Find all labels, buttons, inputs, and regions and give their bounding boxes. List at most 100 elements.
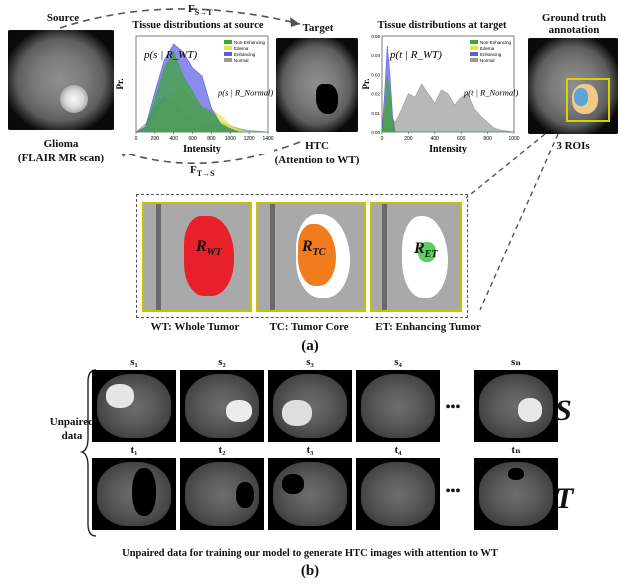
target-chart-ytick-label: 0.04 xyxy=(371,53,380,58)
roi-box xyxy=(566,78,610,122)
target-image-1 xyxy=(92,458,176,530)
target-chart-legend-swatch xyxy=(470,52,478,56)
panel-b-label: (b) xyxy=(300,563,320,579)
backward-transform-label: FT→S xyxy=(190,164,215,179)
target-chart-ytick-label: 0.00 xyxy=(371,130,380,135)
source-image-4 xyxy=(356,370,440,442)
source-chart-xtick-label: 200 xyxy=(151,136,160,142)
source-chart-title: Tissue distributions at source xyxy=(132,20,264,31)
target-chart-legend-label: Edema xyxy=(480,46,495,51)
ground-truth-title: Ground truth xyxy=(541,12,607,24)
source-mri-image xyxy=(8,30,114,130)
row-t-ellipsis: ••• xyxy=(445,484,461,499)
target-chart-series-non-enhancing xyxy=(381,74,514,133)
target-chart-xtick-label: 0 xyxy=(381,136,384,142)
target-title: Target xyxy=(302,22,334,34)
zoom-et: RET xyxy=(370,202,462,312)
target-chart-ylabel: Pr. xyxy=(362,79,371,90)
target-chart-ytick-label: 0.02 xyxy=(371,92,380,97)
source-label-4: s₄ xyxy=(394,356,402,368)
source-chart-legend-label: Non-Enhancing xyxy=(234,40,266,45)
source-image-2 xyxy=(180,370,264,442)
ground-truth-title-sub: annotation xyxy=(548,24,600,36)
target-label-3: t₃ xyxy=(306,444,314,456)
et-caption: ET: Enhancing Tumor xyxy=(375,321,481,333)
source-chart-xtick-label: 400 xyxy=(170,136,179,142)
target-chart-legend-label: Non-Enhancing xyxy=(480,40,512,45)
target-chart-ytick-label: 0.01 xyxy=(371,111,380,116)
source-chart-legend-swatch xyxy=(224,40,232,44)
source-caption-sub: (FLAIR MR scan) xyxy=(17,152,105,164)
target-chart-title: Tissue distributions at target xyxy=(377,20,507,31)
target-chart-xtick-label: 200 xyxy=(404,136,413,142)
target-label-4: t₄ xyxy=(394,444,402,456)
source-chart-ylabel: Pr. xyxy=(116,79,125,90)
source-image-3 xyxy=(268,370,352,442)
zoom-connector-lines xyxy=(465,133,559,311)
roi-zoom-panel xyxy=(136,194,468,318)
source-label-3: s₃ xyxy=(306,356,314,368)
target-image-3 xyxy=(268,458,352,530)
target-chart-xtick-label: 800 xyxy=(483,136,492,142)
source-chart-xtick-label: 800 xyxy=(207,136,216,142)
source-chart-series-non-enhancing xyxy=(135,51,268,133)
source-image-5 xyxy=(474,370,558,442)
source-chart-legend-swatch xyxy=(224,46,232,50)
target-chart-xlabel: Intensity xyxy=(429,144,467,154)
target-label-5: tₙ xyxy=(511,444,521,456)
part-b-caption: Unpaired data for training our model to … xyxy=(122,548,498,559)
source-chart-annotation-normal: p(s | R_Normal) xyxy=(217,88,273,98)
panel-a-label: (a) xyxy=(301,338,319,354)
target-chart-ytick-label: 0.05 xyxy=(371,34,380,39)
source-chart-xtick-label: 1400 xyxy=(262,136,273,142)
source-set-symbol: S xyxy=(555,394,572,427)
source-chart-xlabel: Intensity xyxy=(183,144,221,154)
tc-caption: TC: Tumor Core xyxy=(269,321,349,333)
target-chart-xtick-label: 400 xyxy=(431,136,440,142)
source-image-1 xyxy=(92,370,176,442)
target-chart-legend-label: Normal xyxy=(480,58,495,63)
target-chart-xtick-label: 1000 xyxy=(508,136,519,142)
unpaired-label: Unpaired xyxy=(49,416,95,428)
row-s-ellipsis: ••• xyxy=(445,400,461,415)
target-chart-legend-label: Enhancing xyxy=(480,52,502,57)
source-label-5: sₙ xyxy=(511,356,521,368)
unpaired-label-sub: data xyxy=(61,430,83,442)
target-image-5 xyxy=(474,458,558,530)
source-chart-legend-swatch xyxy=(224,52,232,56)
source-chart-legend-swatch xyxy=(224,58,232,62)
zoom-wt: RWT xyxy=(142,202,252,312)
source-distribution-chart: 0 200 400 600 800 1000 1200 1400 Intensity Pr. Non… xyxy=(116,32,274,154)
ground-truth-caption: 3 ROIs xyxy=(556,140,590,152)
source-chart-xtick-label: 1200 xyxy=(244,136,255,142)
source-chart-xtick-label: 600 xyxy=(188,136,197,142)
source-chart-legend-label: Normal xyxy=(234,58,249,63)
source-chart-xtick-label: 1000 xyxy=(225,136,236,142)
target-chart-annotation-wt: p(t | R_WT) xyxy=(389,49,442,61)
target-chart-ytick-label: 0.03 xyxy=(371,72,380,77)
wt-caption: WT: Whole Tumor xyxy=(150,321,240,333)
target-chart-legend-swatch xyxy=(470,46,478,50)
target-mri-image xyxy=(276,38,358,132)
source-chart-annotation-wt: p(s | R_WT) xyxy=(143,49,197,61)
target-chart-xtick-label: 600 xyxy=(457,136,466,142)
target-caption: HTC xyxy=(305,140,329,152)
ground-truth-mri-image xyxy=(528,38,618,134)
target-chart-legend-swatch xyxy=(470,58,478,62)
source-caption: Glioma xyxy=(43,138,79,150)
target-chart-legend-swatch xyxy=(470,40,478,44)
forward-transform-label: FS→T xyxy=(188,3,213,18)
target-label-1: t₁ xyxy=(130,444,138,456)
target-image-4 xyxy=(356,458,440,530)
source-chart-xtick-label: 0 xyxy=(135,136,138,142)
target-chart-annotation-normal: p(t | R_Normal) xyxy=(463,88,518,98)
target-image-2 xyxy=(180,458,264,530)
target-chart-series-normal xyxy=(381,83,515,133)
source-label-2: s₂ xyxy=(218,356,226,368)
source-chart-legend-label: Enhancing xyxy=(234,52,256,57)
zoom-tc: RTC xyxy=(256,202,366,312)
target-set-symbol: T xyxy=(555,482,574,515)
target-label-2: t₂ xyxy=(218,444,226,456)
source-label-1: s₁ xyxy=(130,356,138,368)
target-distribution-chart: 0 200 400 600 800 1000 0.00 0.01 0.02 0.03 0.04 0.0… xyxy=(362,32,520,154)
